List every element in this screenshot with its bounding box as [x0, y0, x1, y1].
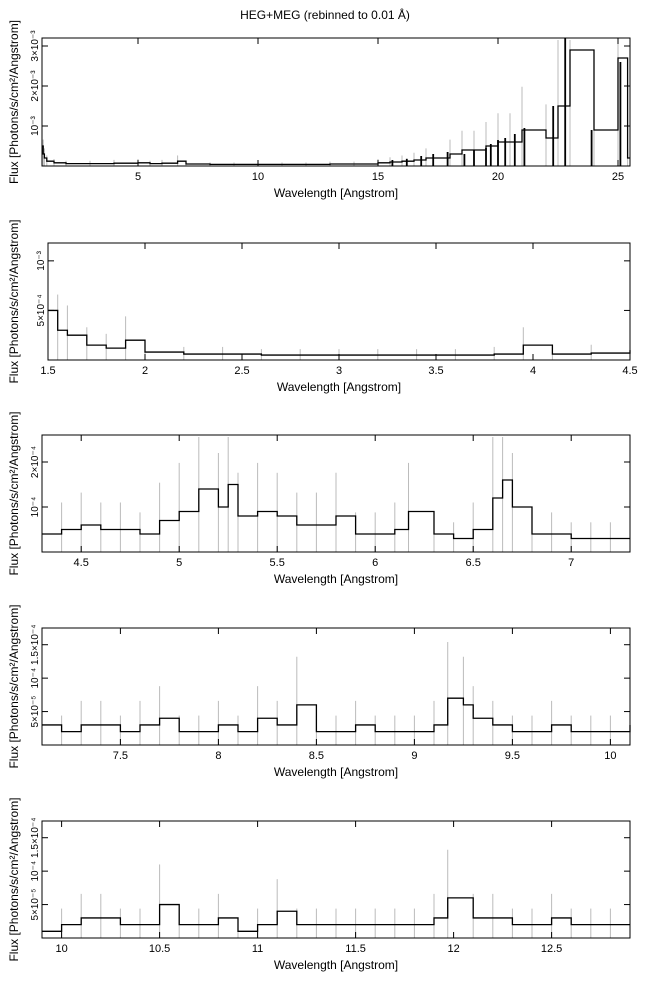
y-axis-label: Flux [Photons/s/cm²/Angstrom]: [7, 20, 21, 184]
x-axis-label: Wavelength [Angstrom]: [277, 380, 401, 394]
plot-frame: [41, 37, 631, 167]
plot-frame: [41, 434, 631, 553]
y-tick-label: 10⁻⁴: [30, 668, 41, 689]
x-tick-label: 4.5: [74, 557, 89, 569]
x-tick-label: 20: [492, 171, 504, 183]
y-tick-label: 10⁻⁴: [30, 497, 41, 518]
x-axis-label: Wavelength [Angstrom]: [274, 765, 398, 779]
y-axis-label: Flux [Photons/s/cm²/Angstrom]: [7, 604, 21, 768]
y-tick-label: 5×10⁻⁵: [30, 889, 41, 921]
x-tick-label: 25: [612, 171, 624, 183]
x-tick-label: 15: [372, 171, 384, 183]
x-tick-label: 12: [447, 943, 459, 955]
y-axis-label: Flux [Photons/s/cm²/Angstrom]: [7, 797, 21, 961]
y-tick-label: 10⁻³: [30, 115, 41, 135]
panel-3: 4.5 5 5.5 6 6.5 7 10⁻⁴ 2×10⁻⁴ Wavelength [Angstr…: [7, 411, 631, 586]
plot-frame: [41, 627, 631, 746]
y-axis-label: Flux [Photons/s/cm²/Angstrom]: [7, 219, 21, 383]
x-tick-label: 10: [55, 943, 67, 955]
y-tick-label: 1.5×10⁻⁴: [30, 817, 41, 857]
panel-5: 10 10.5 11 11.5 12 12.5 5×10⁻⁵ 10⁻⁴ 1.5×10⁻⁴ Wave…: [7, 797, 631, 972]
x-tick-label: 10.5: [149, 943, 170, 955]
x-tick-label: 6.5: [466, 557, 481, 569]
x-tick-label: 1.5: [40, 365, 55, 377]
x-tick-label: 3.5: [428, 365, 443, 377]
x-tick-label: 11: [252, 943, 263, 955]
y-tick-label: 3×10⁻³: [30, 30, 41, 62]
x-tick-label: 7.5: [113, 750, 128, 762]
x-tick-label: 2.5: [234, 365, 249, 377]
x-tick-label: 11.5: [345, 943, 366, 955]
y-axis-label: Flux [Photons/s/cm²/Angstrom]: [7, 411, 21, 575]
x-tick-label: 10: [604, 750, 616, 762]
x-tick-label: 3: [336, 365, 342, 377]
series-histogram: [42, 49, 630, 166]
y-tick-label: 10⁻³: [36, 250, 47, 270]
figure-title: HEG+MEG (rebinned to 0.01 Å): [240, 8, 410, 22]
panel-1: 5 10 15 20 25 10⁻³ 2×10⁻³ 3×10⁻³ Wavelength [Ang…: [7, 20, 631, 200]
x-tick-label: 5: [135, 171, 141, 183]
plot-frame: [41, 820, 631, 939]
x-tick-label: 7: [568, 557, 574, 569]
series-histogram: [48, 309, 631, 356]
x-tick-label: 9.5: [505, 750, 520, 762]
x-axis-label: Wavelength [Angstrom]: [274, 958, 398, 972]
x-tick-label: 5.5: [270, 557, 285, 569]
x-tick-label: 4.5: [622, 365, 637, 377]
x-tick-label: 8.5: [309, 750, 324, 762]
y-tick-label: 5×10⁻⁵: [30, 696, 41, 728]
x-axis-label: Wavelength [Angstrom]: [274, 186, 398, 200]
x-tick-label: 8: [215, 750, 221, 762]
x-tick-label: 4: [530, 365, 536, 377]
y-tick-label: 2×10⁻⁴: [30, 446, 41, 478]
series-histogram: [42, 897, 630, 932]
x-axis-label: Wavelength [Angstrom]: [274, 572, 398, 586]
x-tick-label: 12.5: [541, 943, 562, 955]
plot-frame: [47, 242, 631, 361]
x-tick-label: 9: [411, 750, 417, 762]
panel-2: 1.5 2 2.5 3 3.5 4 4.5 5×10⁻⁴ 10⁻³ Wavelength [Ang…: [7, 219, 638, 394]
x-tick-label: 2: [142, 365, 148, 377]
series-histogram: [42, 697, 631, 733]
y-tick-label: 1.5×10⁻⁴: [30, 624, 41, 664]
y-tick-label: 5×10⁻⁴: [36, 294, 47, 326]
x-tick-label: 6: [372, 557, 378, 569]
panel-4: 7.5 8 8.5 9 9.5 10 5×10⁻⁵ 10⁻⁴ 1.5×10⁻⁴ Wavelengt…: [7, 604, 631, 779]
x-tick-label: 5: [176, 557, 182, 569]
y-tick-label: 2×10⁻³: [30, 70, 41, 102]
x-tick-label: 10: [252, 171, 264, 183]
y-tick-label: 10⁻⁴: [30, 861, 41, 882]
series-histogram: [42, 479, 630, 540]
